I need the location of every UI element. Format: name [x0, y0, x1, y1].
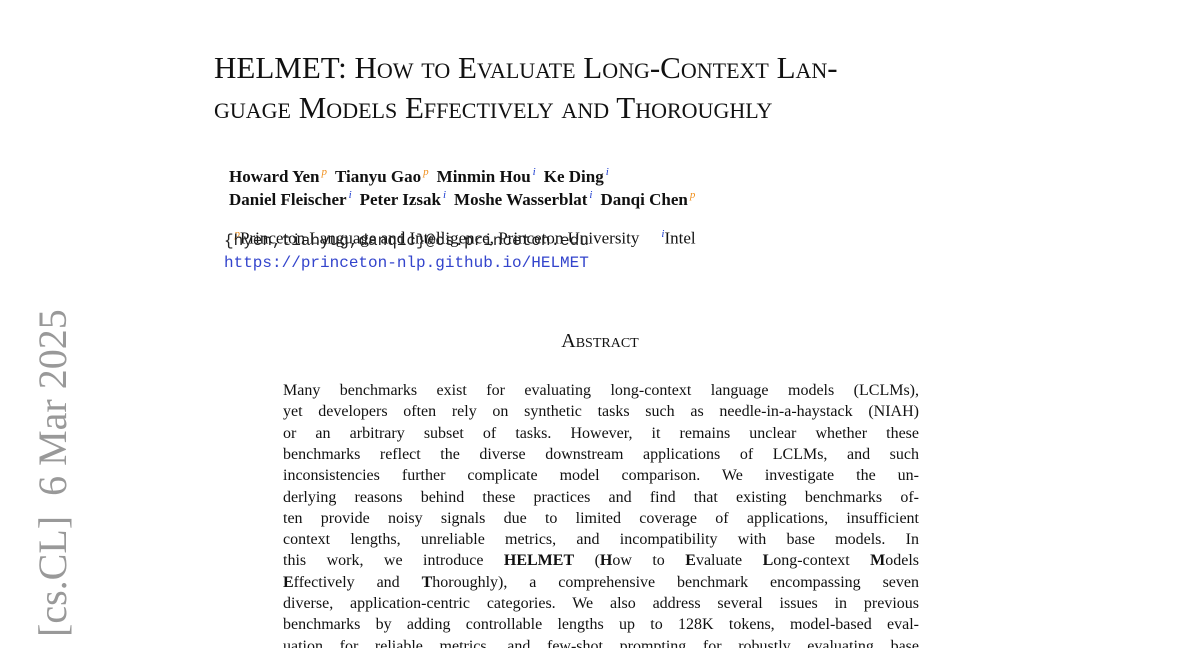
- affil-name: Intel: [664, 228, 696, 248]
- author: Minmin Hou i: [436, 166, 536, 186]
- author-mark: p: [321, 166, 328, 178]
- author: Moshe Wasserblat i: [454, 189, 593, 209]
- author-mark: i: [605, 166, 609, 178]
- author-name: Peter Izsak: [359, 189, 441, 209]
- author-line: Howard Yen p Tianyu Gao p Minmin Hou i Ke Ding…: [229, 161, 617, 188]
- abstract-bold: T: [421, 573, 433, 591]
- abstract-bold: E: [283, 573, 294, 591]
- affiliations: pPrinceton Language and Intelligence, Pr…: [224, 208, 696, 249]
- author-name: Howard Yen: [229, 166, 320, 186]
- abstract-line: ten provide noisy signals due to limited…: [283, 508, 919, 529]
- abstract-text: uation for reliable metrics, and few-sho…: [283, 637, 919, 648]
- abstract-text: benchmarks reflect the diverse downstrea…: [283, 445, 919, 463]
- affil-mark: i: [661, 228, 665, 240]
- abstract-text: inconsistencies further complicate model…: [283, 467, 919, 485]
- abstract-line: Many benchmarks exist for evaluating lon…: [283, 380, 919, 401]
- abstract-text: ow to: [612, 552, 686, 570]
- abstract-text: ten provide noisy signals due to limited…: [283, 509, 919, 527]
- author-line: Daniel Fleischer i Peter Izsak i Moshe Wasse…: [229, 184, 703, 211]
- abstract-bold: L: [762, 552, 774, 570]
- author-mark: i: [532, 166, 536, 178]
- arxiv-stamp-area: [cs.CL] 6 Mar 2025: [30, 309, 75, 637]
- abstract-text: ffectively and: [293, 573, 422, 591]
- abstract-text: context lengths, unreliable metrics, and…: [283, 531, 919, 549]
- abstract-text: yet developers often rely on synthetic t…: [283, 403, 919, 421]
- abstract-text: (: [574, 552, 600, 570]
- abstract-bold: H: [599, 552, 613, 570]
- abstract-text: horoughly), a comprehensive benchmark en…: [432, 573, 919, 591]
- author-name: Danqi Chen: [600, 189, 688, 209]
- abstract-line: benchmarks by adding controllable length…: [283, 614, 919, 635]
- author-name: Minmin Hou: [436, 166, 531, 186]
- abstract-line: inconsistencies further complicate model…: [283, 465, 919, 486]
- author-mark: i: [348, 189, 352, 201]
- arxiv-stamp: [cs.CL] 6 Mar 2025: [30, 309, 75, 637]
- author-name: Ke Ding: [543, 166, 604, 186]
- abstract-line: uation for reliable metrics, and few-sho…: [283, 636, 919, 648]
- title-line: HELMET: How to Evaluate Long-Context Lan…: [214, 50, 838, 85]
- abstract-text: derlying reasons behind these practices …: [283, 488, 919, 506]
- author: Ke Ding i: [543, 166, 609, 186]
- affil-mark: p: [234, 228, 241, 240]
- author-name: Tianyu Gao: [335, 166, 422, 186]
- author-mark: p: [423, 166, 429, 178]
- abstract-line: yet developers often rely on synthetic t…: [283, 401, 919, 422]
- author-name: Moshe Wasserblat: [454, 189, 588, 209]
- author-mark: p: [689, 189, 696, 201]
- abstract-text: or an arbitrary subset of tasks. However…: [283, 424, 919, 442]
- abstract-line: or an arbitrary subset of tasks. However…: [283, 423, 919, 444]
- abstract-text: valuate: [695, 552, 763, 570]
- abstract-text: diverse, application-centric categories.…: [283, 595, 919, 612]
- abstract-text: benchmarks by adding controllable length…: [283, 616, 919, 634]
- abstract-line: context lengths, unreliable metrics, and…: [283, 529, 919, 550]
- author: Tianyu Gao p: [335, 166, 429, 186]
- url[interactable]: https://princeton-nlp.github.io/HELMET: [224, 254, 589, 272]
- title-line: guage Models Effectively and Thoroughly: [214, 90, 773, 125]
- author: Howard Yen p: [229, 166, 328, 186]
- abstract-bold: M: [870, 552, 886, 570]
- abstract-line: diverse, application-centric categories.…: [283, 593, 919, 614]
- abstract-text: ong-context: [773, 552, 871, 570]
- abstract-line: benchmarks reflect the diverse downstrea…: [283, 444, 919, 465]
- author: Peter Izsak i: [359, 189, 447, 209]
- author: Daniel Fleischer i: [229, 189, 352, 209]
- affil-name: Princeton Language and Intelligence, Pri…: [240, 228, 640, 248]
- abstract-text: Many benchmarks exist for evaluating lon…: [283, 382, 919, 399]
- author-name: Daniel Fleischer: [229, 189, 347, 209]
- abstract-text: odels: [885, 552, 920, 570]
- abstract-bold: HELMET: [503, 552, 575, 570]
- abstract-line: this work, we introduce HELMET (How to E…: [283, 550, 919, 571]
- email: {hyen,tianyug,danqic}@cs.princeton.edu: [224, 232, 589, 250]
- author-mark: i: [442, 189, 447, 201]
- author-mark: i: [589, 189, 593, 201]
- abstract-line: Effectively and Thoroughly), a comprehen…: [283, 572, 919, 593]
- abstract-heading: Abstract: [561, 330, 639, 352]
- abstract-bold: E: [685, 552, 696, 570]
- author: Danqi Chen p: [600, 189, 696, 209]
- abstract-text: this work, we introduce: [283, 552, 504, 570]
- abstract-line: derlying reasons behind these practices …: [283, 487, 919, 508]
